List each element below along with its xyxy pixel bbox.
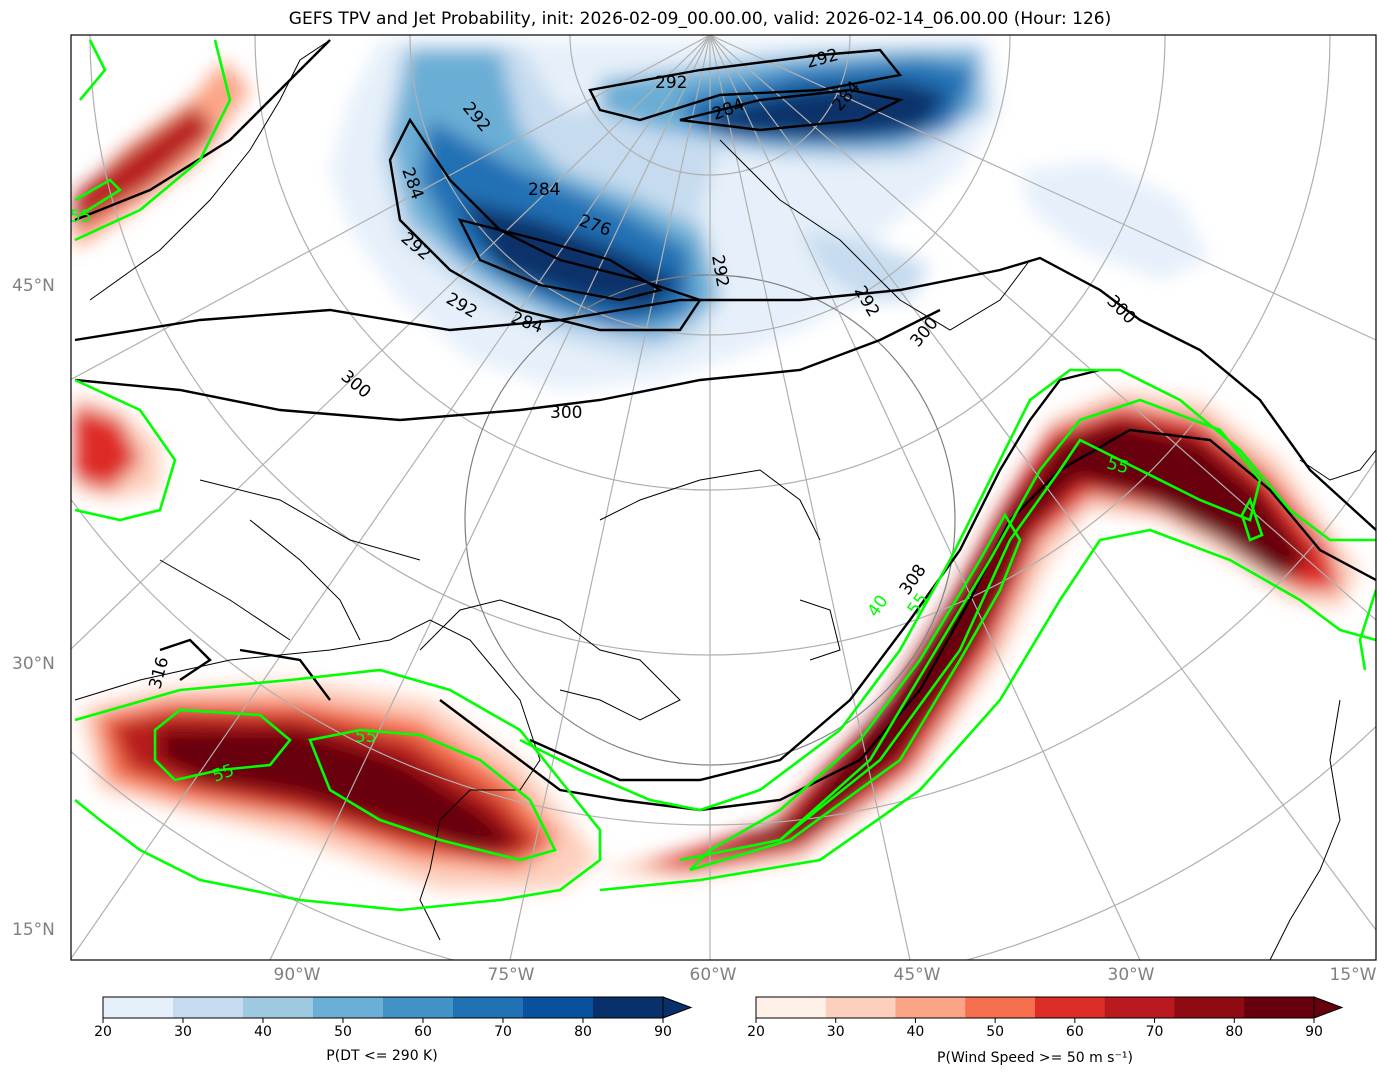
colorbar-right-swatch <box>1104 997 1175 1018</box>
colorbar-left-swatch <box>453 997 524 1018</box>
contour-label-green: 55 <box>70 207 92 227</box>
colorbar-left-outline <box>102 996 664 1019</box>
map-plot-area: 292 292 284 284 292 284 292 276 284 292 … <box>70 35 1376 960</box>
colorbar-right-tick-label: 30 <box>826 1024 845 1040</box>
colorbar-right-tick-label: 40 <box>906 1024 925 1040</box>
colorbar-right-extend-arrow <box>1313 996 1344 1019</box>
lon-label: 60°W <box>689 965 737 985</box>
colorbar-left-label: P(DT <= 290 K) <box>326 1048 438 1064</box>
colorbar-right-swatch <box>1174 997 1245 1018</box>
colorbar-right-swatch <box>895 997 966 1018</box>
contour-label-black: 284 <box>528 180 560 200</box>
colorbar-right-tick-label: 20 <box>747 1024 765 1040</box>
colorbar-right-swatch <box>965 997 1036 1018</box>
lat-label: 30°N <box>12 654 55 674</box>
coastlines <box>74 39 1376 960</box>
colorbar-left-swatch <box>523 997 594 1018</box>
lon-label: 90°W <box>273 965 321 985</box>
colorbar-right-outline <box>755 996 1315 1019</box>
lon-label: 30°W <box>1107 965 1155 985</box>
colorbar-left-swatch <box>383 997 454 1018</box>
lon-label: 15°W <box>1329 965 1377 985</box>
colorbar-left <box>102 996 693 1023</box>
theta-contours <box>74 39 1376 812</box>
colorbar-right-swatch <box>825 997 896 1018</box>
colorbar-left-swatch <box>173 997 244 1018</box>
colorbar-right-swatch <box>756 997 827 1018</box>
colorbar-right-tick-label: 90 <box>1305 1024 1323 1040</box>
colorbar-left-swatch <box>243 997 314 1018</box>
colorbar-right-tick-label: 80 <box>1225 1024 1244 1040</box>
colorbar-left-swatch <box>593 997 663 1018</box>
lon-label: 45°W <box>893 965 941 985</box>
colorbar-left-swatch <box>103 997 174 1018</box>
colorbar-right-tick-label: 70 <box>1145 1024 1164 1040</box>
colorbar-left-tick-label: 50 <box>334 1024 352 1040</box>
colorbar-left-swatch <box>313 997 384 1018</box>
colorbar-left-tick-label: 60 <box>414 1024 432 1040</box>
wind-contours <box>74 39 1376 912</box>
colorbar-right-swatch <box>1035 997 1106 1018</box>
colorbar-right-swatch <box>1244 997 1314 1018</box>
map-title: GEFS TPV and Jet Probability, init: 2026… <box>288 9 1112 29</box>
contour-label-green: 55 <box>355 727 377 747</box>
colorbar-right <box>755 996 1344 1023</box>
colorbar-left-tick-label: 90 <box>654 1024 672 1040</box>
colorbar-left-tick-label: 80 <box>574 1024 592 1040</box>
lon-label: 75°W <box>487 965 535 985</box>
colorbar-left-tick-label: 30 <box>174 1024 192 1040</box>
contour-label-black: 300 <box>550 403 582 423</box>
colorbar-left-tick-label: 40 <box>254 1024 272 1040</box>
colorbar-left-extend-arrow <box>662 996 693 1019</box>
colorbar-left-tick-label: 70 <box>494 1024 512 1040</box>
colorbar-right-tick-label: 60 <box>1065 1024 1084 1040</box>
lat-label: 15°N <box>12 920 55 940</box>
lat-label: 45°N <box>12 276 55 296</box>
map-frame <box>70 34 1377 961</box>
colorbar-left-tick-label: 20 <box>94 1024 112 1040</box>
colorbar-right-label: P(Wind Speed >= 50 m s⁻¹) <box>937 1050 1133 1066</box>
graticule <box>71 35 1376 960</box>
contour-label-black: 292 <box>655 73 687 93</box>
colorbar-right-tick-label: 50 <box>986 1024 1005 1040</box>
